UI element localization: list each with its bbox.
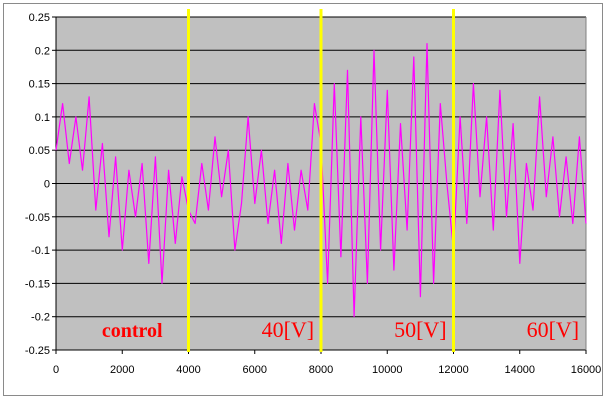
region-annotations: control 40[V] 50[V] 60[V] xyxy=(102,317,579,342)
y-tick-labels: 0.25 0.2 0.15 0.1 0.05 0 -0.05 -0.1 -0.15 -0.2 -0.… xyxy=(25,12,56,357)
chart-svg: 0.25 0.2 0.15 0.1 0.05 0 -0.05 -0.1 -0.15 -0.2 -0.… xyxy=(25,9,601,376)
y-tick-label: 0.15 xyxy=(29,79,50,91)
x-tick-label: 10000 xyxy=(372,364,403,376)
y-tick-label: 0.1 xyxy=(35,112,50,124)
x-tick-label: 4000 xyxy=(176,364,200,376)
vertical-markers xyxy=(187,9,455,352)
region-label: control xyxy=(102,320,163,342)
x-tick-label: 2000 xyxy=(110,364,134,376)
region-label: 50[V] xyxy=(394,317,447,342)
x-tick-label: 8000 xyxy=(309,364,333,376)
y-tick-label: 0.2 xyxy=(35,45,50,57)
chart-frame: 0.25 0.2 0.15 0.1 0.05 0 -0.05 -0.1 -0.15 -0.2 -0.… xyxy=(3,3,603,396)
y-tick-label: 0.25 xyxy=(29,12,50,24)
y-tick-label: 0 xyxy=(44,179,50,191)
region-label: 60[V] xyxy=(527,317,580,342)
y-tick-label: -0.1 xyxy=(31,245,50,257)
x-tick-label: 0 xyxy=(53,364,59,376)
x-tick-label: 14000 xyxy=(504,364,535,376)
x-tick-labels: 0 2000 4000 6000 8000 10000 12000 14000 16000 xyxy=(53,350,601,376)
y-tick-label: -0.05 xyxy=(25,212,50,224)
y-tick-label: -0.25 xyxy=(25,345,50,357)
x-tick-label: 16000 xyxy=(571,364,602,376)
x-tick-label: 6000 xyxy=(243,364,267,376)
x-tick-label: 12000 xyxy=(438,364,469,376)
y-tick-label: -0.15 xyxy=(25,278,50,290)
y-tick-label: 0.05 xyxy=(29,145,50,157)
y-tick-label: -0.2 xyxy=(31,312,50,324)
region-label: 40[V] xyxy=(262,317,315,342)
